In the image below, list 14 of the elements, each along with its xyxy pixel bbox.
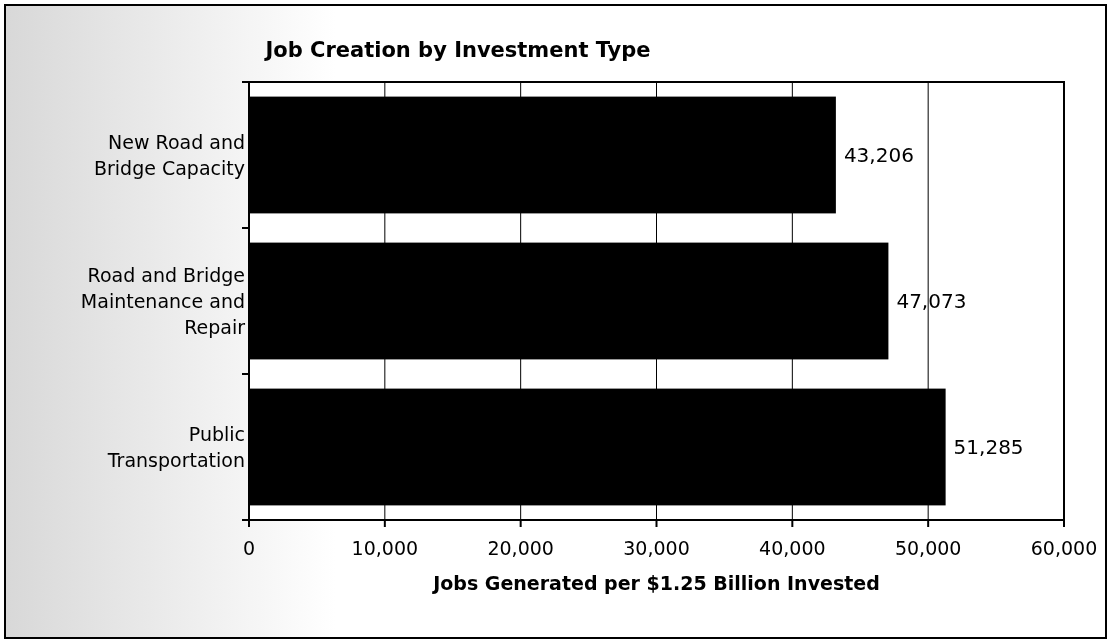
x-tick-label: 30,000	[623, 537, 690, 559]
data-label: 43,206	[843, 143, 914, 167]
x-tick-label: 60,000	[1030, 537, 1098, 559]
x-tick-label: 40,000	[759, 537, 826, 559]
y-tick-label: Road and Bridge Maintenance and Repair	[80, 263, 246, 338]
x-tick-label: 0	[242, 537, 256, 559]
y-tick-label: Public Transportation	[106, 422, 245, 471]
x-tick-label: 20,000	[487, 537, 554, 559]
x-axis-title: Jobs Generated per $1.25 Billion Invested	[431, 572, 880, 594]
y-tick-label: New Road and Bridge Capacity	[93, 130, 245, 179]
x-tick-label: 50,000	[894, 537, 962, 559]
chart-title: Job Creation by Investment Type	[263, 38, 651, 62]
data-label: 51,285	[953, 435, 1024, 459]
x-tick-label: 10,000	[351, 537, 419, 559]
